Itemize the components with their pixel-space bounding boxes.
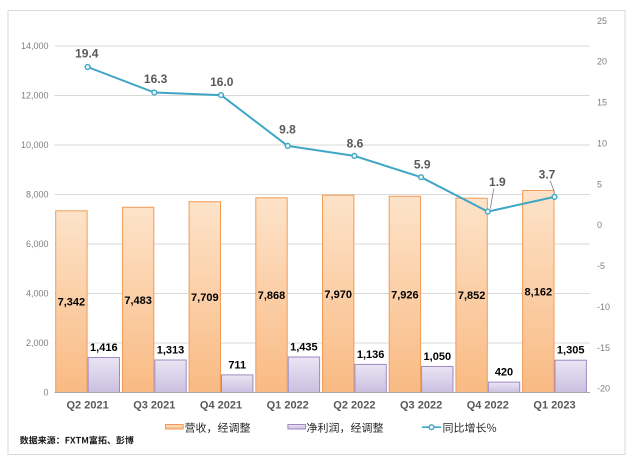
svg-text:8,162: 8,162 <box>525 286 553 298</box>
svg-text:19.4: 19.4 <box>75 46 99 60</box>
svg-text:1.9: 1.9 <box>489 175 506 189</box>
svg-text:Q1 2022: Q1 2022 <box>267 399 309 411</box>
svg-text:7,926: 7,926 <box>391 289 419 301</box>
svg-text:1,136: 1,136 <box>357 349 385 361</box>
svg-text:8.6: 8.6 <box>347 136 364 150</box>
svg-text:14,000: 14,000 <box>21 41 49 51</box>
svg-text:10: 10 <box>597 138 607 148</box>
svg-text:15: 15 <box>597 98 607 108</box>
svg-text:12,000: 12,000 <box>21 91 49 101</box>
svg-text:Q4 2022: Q4 2022 <box>467 399 509 411</box>
svg-text:Q2 2021: Q2 2021 <box>66 399 108 411</box>
svg-text:1,305: 1,305 <box>557 345 585 357</box>
svg-text:Q4 2021: Q4 2021 <box>200 399 242 411</box>
svg-text:5.9: 5.9 <box>414 158 431 172</box>
svg-text:1,435: 1,435 <box>290 341 318 353</box>
svg-text:-10: -10 <box>597 302 610 312</box>
svg-text:Q3 2021: Q3 2021 <box>133 399 175 411</box>
svg-text:8,000: 8,000 <box>26 190 49 200</box>
svg-text:Q3 2022: Q3 2022 <box>400 399 442 411</box>
svg-text:9.8: 9.8 <box>279 123 296 137</box>
svg-text:7,970: 7,970 <box>324 289 352 301</box>
svg-text:1,313: 1,313 <box>157 344 185 356</box>
svg-text:0: 0 <box>43 388 48 398</box>
svg-text:3.7: 3.7 <box>539 168 556 182</box>
svg-text:Q1 2023: Q1 2023 <box>533 399 575 411</box>
svg-text:711: 711 <box>228 359 246 371</box>
svg-text:1,416: 1,416 <box>90 342 118 354</box>
svg-text:6,000: 6,000 <box>26 239 49 249</box>
svg-text:7,852: 7,852 <box>458 290 486 302</box>
svg-text:7,342: 7,342 <box>58 297 86 309</box>
svg-text:7,483: 7,483 <box>124 295 152 307</box>
svg-text:16.0: 16.0 <box>210 75 234 89</box>
svg-text:16.3: 16.3 <box>144 72 168 86</box>
svg-text:20: 20 <box>597 57 607 67</box>
svg-text:0: 0 <box>597 220 602 230</box>
svg-text:10,000: 10,000 <box>21 140 49 150</box>
svg-text:1,050: 1,050 <box>424 351 452 363</box>
svg-text:2,000: 2,000 <box>26 338 49 348</box>
svg-text:5: 5 <box>597 179 602 189</box>
svg-text:420: 420 <box>495 367 513 379</box>
svg-text:7,709: 7,709 <box>191 292 219 304</box>
svg-text:-15: -15 <box>597 343 610 353</box>
svg-text:25: 25 <box>597 16 607 26</box>
svg-text:-20: -20 <box>597 384 610 394</box>
svg-text:-5: -5 <box>597 261 605 271</box>
svg-text:7,868: 7,868 <box>258 290 286 302</box>
svg-text:4,000: 4,000 <box>26 289 49 299</box>
svg-text:Q2 2022: Q2 2022 <box>333 399 375 411</box>
